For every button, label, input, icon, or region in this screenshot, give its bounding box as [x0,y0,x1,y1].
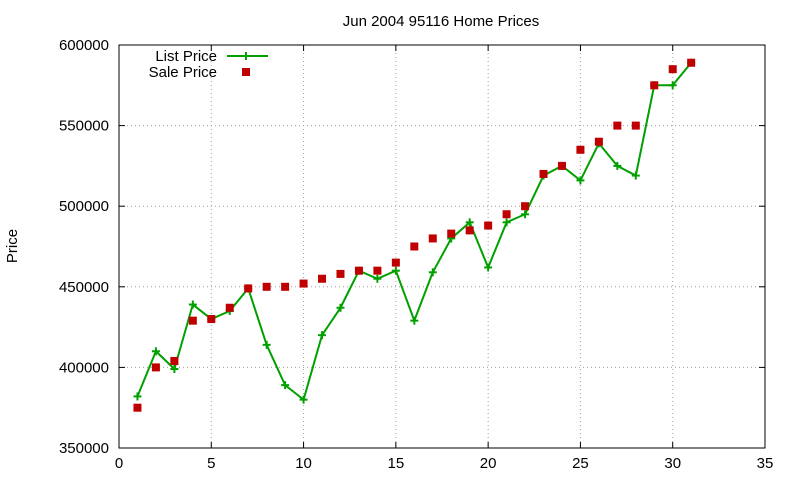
list-price-point [428,268,437,277]
sale-price-point [170,356,179,365]
list-price-point [151,347,160,356]
list-price-point [281,381,290,390]
sale-price-point [576,145,585,154]
x-tick-label: 0 [115,455,123,472]
sale-price-point [428,234,437,243]
sale-price-point [484,221,493,230]
sale-price-point [594,137,603,146]
list-price-point [502,218,511,227]
list-price-point [373,274,382,283]
list-price-point [170,365,179,374]
list-price-point [133,392,142,401]
list-price-point [188,300,197,309]
plot-frame [118,44,766,449]
list-price-point [465,218,474,227]
sale-price-point [410,242,419,251]
y-tick-label: 400000 [59,359,109,376]
x-tick-label: 30 [664,455,681,472]
sale-price-point [557,161,566,170]
sale-price-point [521,202,530,211]
sale-price-point [262,282,271,291]
axis-ticks: 0 5 10 15 20 25 30 35 350000 400000 450000 500000 55… [59,37,773,472]
sale-price-point [133,403,142,412]
sale-price-point [373,266,382,275]
list-price-point [576,176,585,185]
legend-plus-marker [242,52,250,60]
series-sale-price [133,58,696,412]
list-price-point [410,316,419,325]
y-tick-label: 600000 [59,37,109,54]
sale-price-point [465,226,474,235]
list-price-point [391,266,400,275]
list-price-point [299,395,308,404]
list-price-point [668,81,677,90]
sale-price-point [447,229,456,238]
x-tick-label: 35 [757,455,774,472]
legend-square-marker [242,68,250,76]
y-tick-label: 500000 [59,198,109,215]
sale-price-point [299,279,308,288]
sale-price-point [502,210,511,219]
y-tick-label: 350000 [59,440,109,457]
sale-price-point [650,81,659,90]
list-price-point [484,263,493,272]
sale-price-point [631,121,640,130]
list-price-point [631,171,640,180]
list-price-point [318,331,327,340]
x-tick-label: 10 [295,455,312,472]
series [133,58,696,412]
list-price-point [521,210,530,219]
x-tick-label: 20 [480,455,497,472]
sale-price-point [539,169,548,178]
sale-price-point [281,282,290,291]
sale-price-point [207,315,216,324]
sale-price-point [668,65,677,74]
sale-price-point [613,121,622,130]
chart-title: Jun 2004 95116 Home Prices [343,13,540,30]
sale-price-point [318,274,327,283]
sale-price-point [188,316,197,325]
y-axis-label: Price [4,229,21,263]
legend-label: List Price [155,48,217,65]
sale-price-point [687,58,696,67]
legend-label: Sale Price [149,64,217,81]
sale-price-point [391,258,400,267]
x-tick-label: 25 [572,455,589,472]
sale-price-point [151,363,160,372]
x-tick-label: 15 [388,455,405,472]
x-tick-label: 5 [207,455,215,472]
list-price-line [136,62,692,401]
sale-price-point [336,269,345,278]
sale-price-point [244,284,253,293]
list-price-point [262,340,271,349]
sale-price-point [354,266,363,275]
y-tick-label: 450000 [59,279,109,296]
grid [119,45,765,448]
y-tick-label: 550000 [59,118,109,135]
list-price-point [613,161,622,170]
list-price-point [336,303,345,312]
series-list-price [133,58,696,404]
sale-price-point [225,303,234,312]
